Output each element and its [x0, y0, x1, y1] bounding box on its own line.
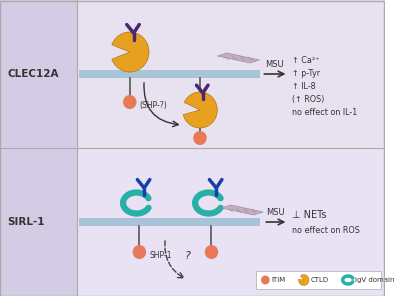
Text: CTLD: CTLD: [310, 277, 329, 283]
Text: MSU: MSU: [266, 208, 285, 217]
Text: ↑ Ca²⁺: ↑ Ca²⁺: [292, 56, 320, 65]
Text: (↑ ROS): (↑ ROS): [292, 94, 325, 104]
Text: IgV domain: IgV domain: [355, 277, 394, 283]
FancyBboxPatch shape: [256, 271, 381, 289]
Text: no effect on IL-1: no effect on IL-1: [292, 107, 358, 117]
Polygon shape: [217, 53, 260, 63]
Text: SIRL-1: SIRL-1: [8, 217, 45, 227]
Circle shape: [261, 276, 270, 284]
Circle shape: [133, 245, 146, 259]
Bar: [79, 218, 260, 226]
Wedge shape: [112, 32, 149, 72]
Text: ?: ?: [184, 251, 190, 261]
Circle shape: [193, 131, 207, 145]
Bar: [79, 70, 260, 78]
Text: (SHP-?): (SHP-?): [139, 101, 167, 110]
Text: ↑ p-Tyr: ↑ p-Tyr: [292, 68, 320, 78]
Bar: [77, 148, 384, 296]
Text: SHP-1: SHP-1: [149, 250, 172, 260]
Text: ↑ IL-8: ↑ IL-8: [292, 81, 316, 91]
Text: MSU: MSU: [266, 60, 284, 69]
Text: CLEC12A: CLEC12A: [8, 69, 59, 79]
Wedge shape: [183, 92, 217, 128]
Wedge shape: [298, 274, 309, 286]
Text: ⊥ NETs: ⊥ NETs: [292, 210, 327, 220]
Bar: [0, 0, 77, 296]
Circle shape: [123, 95, 136, 109]
Circle shape: [205, 245, 218, 259]
Text: no effect on ROS: no effect on ROS: [292, 226, 360, 234]
Bar: [77, 0, 384, 148]
Polygon shape: [221, 205, 263, 215]
Text: ITIM: ITIM: [271, 277, 285, 283]
